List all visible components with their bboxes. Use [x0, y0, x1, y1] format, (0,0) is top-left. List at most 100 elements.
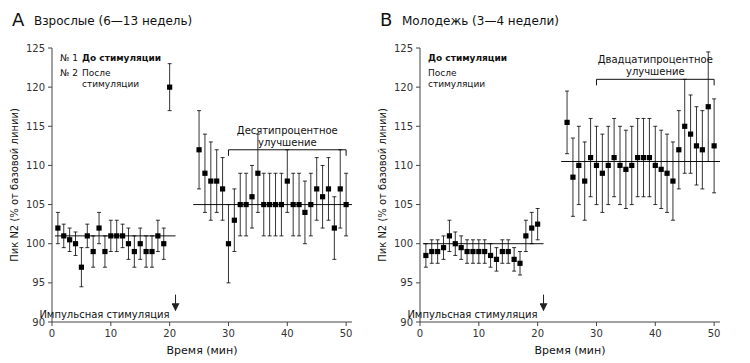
- error-bar: [689, 95, 693, 173]
- error-bar-cap: [512, 247, 516, 248]
- x-tick: [537, 322, 538, 326]
- error-bar-cap: [138, 228, 142, 229]
- error-bar-cap: [642, 118, 646, 119]
- error-bar: [291, 173, 295, 236]
- error-bar-cap: [442, 235, 446, 236]
- point: [482, 249, 487, 254]
- error-bar-cap: [244, 235, 248, 236]
- error-bar: [630, 126, 634, 204]
- y-tick: [416, 87, 420, 88]
- error-bar-cap: [197, 188, 201, 189]
- error-bar-cap: [150, 267, 154, 268]
- error-bar-cap: [68, 251, 72, 252]
- error-bar-cap: [297, 173, 301, 174]
- error-bar-cap: [647, 118, 651, 119]
- error-bar-cap: [530, 243, 534, 244]
- error-bar: [642, 118, 646, 196]
- y-tick: [48, 204, 52, 205]
- error-bar-cap: [109, 220, 113, 221]
- error-bar-cap: [536, 208, 540, 209]
- error-bar-cap: [565, 153, 569, 154]
- error-bar-cap: [453, 255, 457, 256]
- error-bar-cap: [677, 110, 681, 111]
- error-bar: [209, 142, 213, 220]
- error-bar-cap: [512, 271, 516, 272]
- point: [138, 241, 143, 246]
- error-bar-cap: [279, 235, 283, 236]
- error-bar-cap: [494, 271, 498, 272]
- error-bar-cap: [209, 220, 213, 221]
- inset-number: № 2: [60, 68, 78, 78]
- error-bar-cap: [74, 231, 78, 232]
- error-bar-cap: [424, 267, 428, 268]
- error-bar: [115, 220, 119, 251]
- x-tick: [346, 322, 347, 326]
- x-tick: [420, 322, 421, 326]
- point: [144, 249, 149, 254]
- error-bar: [500, 240, 504, 263]
- error-bar-cap: [232, 251, 236, 252]
- error-bar-cap: [571, 138, 575, 139]
- error-bar-cap: [494, 247, 498, 248]
- point: [114, 233, 119, 238]
- error-bar: [583, 142, 587, 220]
- error-bar: [97, 212, 101, 243]
- error-bar-cap: [138, 259, 142, 260]
- point: [155, 233, 160, 238]
- error-bar: [459, 236, 463, 259]
- y-tick-label: 120: [394, 82, 413, 93]
- error-bar-cap: [326, 157, 330, 158]
- point: [220, 186, 225, 191]
- error-bar-cap: [506, 263, 510, 264]
- y-tick-label: 100: [26, 238, 45, 249]
- error-bar: [612, 118, 616, 196]
- error-bar-cap: [291, 173, 295, 174]
- point: [576, 163, 581, 168]
- error-bar-cap: [583, 141, 587, 142]
- error-bar-cap: [79, 247, 83, 248]
- error-bar-cap: [424, 243, 428, 244]
- point: [670, 178, 675, 183]
- error-bar-cap: [74, 255, 78, 256]
- error-bar: [700, 111, 704, 189]
- x-axis-line: [420, 322, 720, 323]
- error-bar-cap: [665, 134, 669, 135]
- error-bar-cap: [121, 224, 125, 225]
- x-tick-label: 40: [649, 328, 662, 339]
- error-bar-cap: [706, 161, 710, 162]
- error-bar-cap: [303, 181, 307, 182]
- error-bar: [226, 205, 230, 283]
- error-bar-cap: [571, 216, 575, 217]
- point: [700, 147, 705, 152]
- error-bar: [489, 244, 493, 267]
- error-bar: [683, 79, 687, 173]
- point: [612, 155, 617, 160]
- error-bar: [74, 232, 78, 255]
- point: [476, 249, 481, 254]
- y-tick: [416, 322, 420, 323]
- title: Взрослые (6—13 недель): [34, 14, 192, 28]
- series: [423, 208, 540, 275]
- x-tick-label: 50: [340, 328, 353, 339]
- error-bar-cap: [465, 263, 469, 264]
- point: [232, 218, 237, 223]
- y-tick: [416, 48, 420, 49]
- error-bar: [62, 224, 66, 247]
- panel: AВзрослые (6—13 недель)90951001051101151…: [9, 9, 352, 357]
- error-bar: [659, 130, 663, 208]
- error-bar-cap: [630, 126, 634, 127]
- point: [320, 194, 325, 199]
- y-tick: [416, 243, 420, 244]
- point: [600, 171, 605, 176]
- point: [659, 167, 664, 172]
- y-tick-label: 105: [26, 199, 45, 210]
- error-bar-cap: [677, 188, 681, 189]
- error-bar: [442, 236, 446, 259]
- x-tick: [287, 322, 288, 326]
- point: [459, 245, 464, 250]
- point: [564, 120, 569, 125]
- y-axis-label: Пик N2 (% от базовой линии): [377, 108, 388, 262]
- error-bar: [274, 173, 278, 236]
- x-tick-label: 50: [708, 328, 721, 339]
- error-bar-cap: [274, 235, 278, 236]
